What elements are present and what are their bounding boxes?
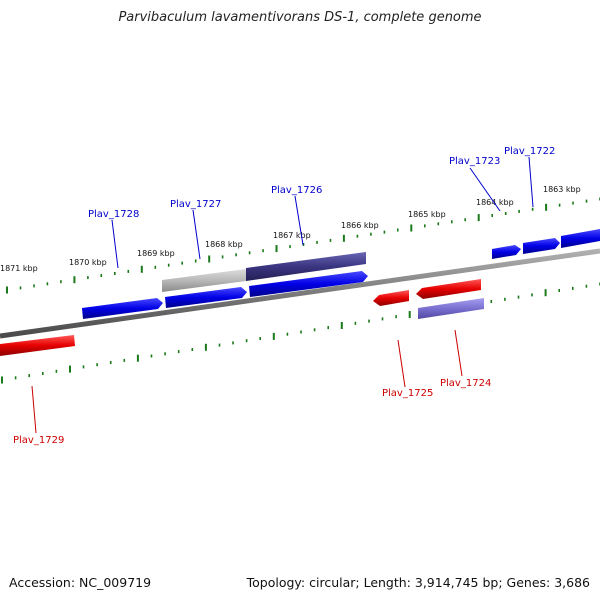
reverse-tick-track [1, 282, 600, 384]
scale-label: 1867 kbp [273, 231, 311, 240]
gene-plav-1723[interactable] [492, 245, 521, 259]
leader-line [397, 339, 406, 388]
scale-label: 1868 kbp [205, 240, 243, 249]
gene-plav-1726-highlight[interactable] [246, 252, 366, 281]
gene-plav-1725[interactable] [373, 290, 409, 306]
map-title: Parvibaculum lavamentivorans DS-1, compl… [118, 10, 482, 25]
gene-label-plav-1723[interactable]: Plav_1723 [449, 156, 500, 167]
leader-line [111, 219, 119, 269]
gene-labels: Plav_1722 Plav_1723 Plav_1726 Plav_1727 … [13, 146, 555, 446]
leader-line [469, 167, 501, 212]
leader-line [528, 156, 534, 208]
gene-plav-1722[interactable] [523, 238, 560, 254]
forward-genes [0, 229, 600, 356]
gene-plav-1726[interactable] [249, 271, 368, 297]
leader-line [454, 329, 463, 377]
gene-plav-1724-highlight[interactable] [418, 298, 484, 319]
scale-label: 1866 kbp [341, 221, 379, 230]
genome-backbone [0, 248, 600, 339]
scale-label: 1865 kbp [408, 210, 446, 219]
scale-label: 1871 kbp [0, 264, 38, 273]
gene-label-plav-1729[interactable]: Plav_1729 [13, 435, 64, 446]
leader-line [192, 209, 201, 260]
leader-line [31, 385, 37, 434]
gene-label-plav-1728[interactable]: Plav_1728 [88, 209, 139, 220]
genome-summary-text: Topology: circular; Length: 3,914,745 bp… [246, 575, 590, 590]
scale-label: 1869 kbp [137, 249, 175, 258]
gene-plav-1729[interactable] [0, 335, 75, 356]
accession-text: Accession: NC_009719 [9, 575, 152, 590]
scale-label: 1870 kbp [69, 258, 107, 267]
scale-label: 1863 kbp [543, 185, 581, 194]
scale-labels: 1871 kbp 1870 kbp 1869 kbp 1868 kbp 1867… [0, 185, 581, 273]
gene-plav-1727[interactable] [165, 287, 247, 308]
scale-label: 1864 kbp [476, 198, 514, 207]
gene-plav-1722-next[interactable] [561, 229, 600, 248]
gene-label-plav-1725[interactable]: Plav_1725 [382, 388, 433, 399]
gene-label-plav-1727[interactable]: Plav_1727 [170, 199, 221, 210]
gene-label-plav-1726[interactable]: Plav_1726 [271, 185, 322, 196]
gene-label-plav-1722[interactable]: Plav_1722 [504, 146, 555, 157]
gene-plav-1724[interactable] [416, 279, 481, 299]
forward-tick-track [6, 197, 600, 294]
gene-plav-1727-selected[interactable] [162, 269, 246, 292]
gene-plav-1728[interactable] [82, 298, 163, 319]
leader-line [294, 195, 304, 246]
gene-label-plav-1724[interactable]: Plav_1724 [440, 378, 491, 389]
